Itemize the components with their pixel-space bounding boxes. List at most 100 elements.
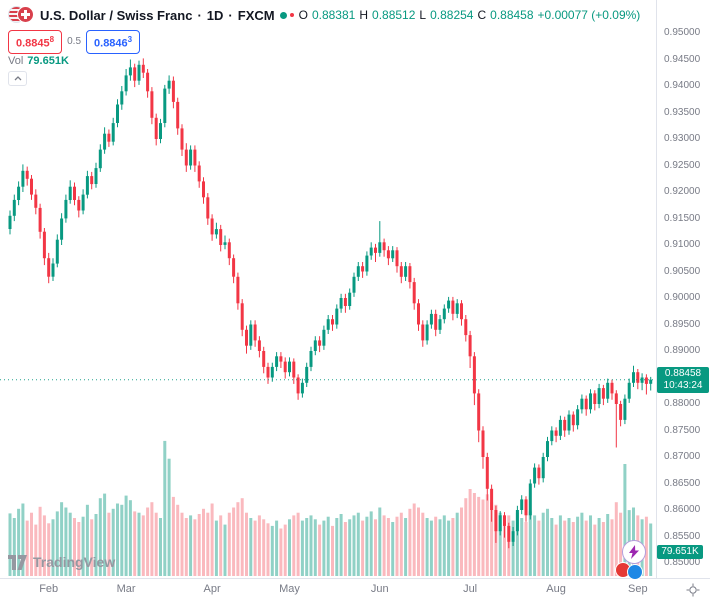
emoji-reactions-button[interactable] xyxy=(615,562,655,580)
candle-body xyxy=(563,419,567,431)
volume-bar xyxy=(528,511,532,576)
volume-bar xyxy=(339,514,343,576)
volume-bar xyxy=(554,524,558,576)
volume-bar xyxy=(55,511,59,576)
volume-bar xyxy=(348,519,352,576)
market-status-green-dot-icon[interactable] xyxy=(279,11,287,19)
volume-bar xyxy=(597,518,601,576)
candle-body xyxy=(636,372,640,383)
buy-price-fraction: 3 xyxy=(127,35,133,44)
volume-bar xyxy=(468,489,472,576)
price-axis-label: 0.88000 xyxy=(664,398,701,409)
volume-bar xyxy=(47,523,51,576)
candle-body xyxy=(283,361,287,373)
candle-body xyxy=(25,170,29,179)
time-axis[interactable]: Feb Mar Apr May Jun Jul Aug Sep xyxy=(0,578,710,601)
price-axis-label: 0.93000 xyxy=(664,133,701,144)
candle-body xyxy=(296,377,300,394)
candle-body xyxy=(477,393,481,431)
candle-body xyxy=(494,510,498,532)
volume-bar xyxy=(644,516,648,576)
candle-body xyxy=(640,377,644,383)
candle-body xyxy=(240,303,244,330)
volume-axis-badge: 79.651K xyxy=(657,545,703,559)
price-axis-label: 0.92000 xyxy=(664,186,701,197)
candle-body xyxy=(318,340,322,346)
volume-bar xyxy=(8,513,12,576)
volume-bar xyxy=(25,520,29,576)
candle-body xyxy=(601,388,605,399)
time-axis-label: Aug xyxy=(546,583,566,595)
candle-body xyxy=(326,319,330,330)
volume-bar xyxy=(571,522,575,576)
volume-bar xyxy=(51,519,55,576)
crosshair-settings-icon[interactable] xyxy=(686,583,700,597)
candle-body xyxy=(12,199,16,216)
candle-body xyxy=(395,250,399,267)
candle-body xyxy=(546,441,549,457)
low-value: 0.88254 xyxy=(430,8,474,22)
volume-bar xyxy=(408,508,412,576)
candle-body xyxy=(305,366,309,383)
bar-countdown: 10:43:24 xyxy=(663,379,703,391)
candle-body xyxy=(429,313,433,325)
price-axis-label: 0.93500 xyxy=(664,106,701,118)
candle-body xyxy=(649,379,653,384)
sell-button[interactable]: 0.88458 xyxy=(8,30,63,54)
candle-body xyxy=(447,300,451,309)
volume-bar xyxy=(563,520,567,576)
volume-bar xyxy=(623,464,627,576)
buy-button[interactable]: 0.88463 xyxy=(86,30,141,54)
volume-bar xyxy=(81,516,85,576)
volume-bar xyxy=(412,503,416,576)
collapse-legend-button[interactable] xyxy=(8,71,27,86)
volume-bar xyxy=(227,512,231,576)
candle-body xyxy=(193,149,197,166)
volume-bar xyxy=(73,518,76,576)
interval-button[interactable]: 1D xyxy=(206,7,224,23)
sell-price: 0.8845 xyxy=(16,37,50,50)
volume-bar xyxy=(107,512,111,576)
volume-bar xyxy=(472,493,476,576)
candle-body xyxy=(515,510,519,532)
price-axis-label: 0.85500 xyxy=(664,530,701,542)
volume-bar xyxy=(34,524,38,576)
volume-bar xyxy=(232,507,236,576)
volume-bar xyxy=(593,524,597,576)
candle-body xyxy=(146,72,150,92)
price-axis-label: 0.90000 xyxy=(664,292,701,303)
candle-body xyxy=(77,199,81,211)
candle-body xyxy=(632,372,635,383)
candle-body xyxy=(610,382,614,394)
candle-body xyxy=(94,168,98,184)
candle-body xyxy=(232,258,236,277)
candle-body xyxy=(34,194,38,208)
candle-body xyxy=(614,393,618,404)
symbol-title[interactable]: U.S. Dollar / Swiss Franc xyxy=(40,7,193,23)
exchange-label[interactable]: FXCM xyxy=(237,7,275,23)
candle-body xyxy=(154,117,158,139)
volume-bar xyxy=(94,514,98,576)
candle-body xyxy=(404,266,408,277)
boost-button[interactable] xyxy=(622,540,646,564)
volume-bar xyxy=(550,518,554,576)
high-label: H xyxy=(359,8,369,22)
candle-body xyxy=(550,430,554,442)
tradingview-watermark[interactable]: TradingView xyxy=(8,554,115,570)
volume-bar xyxy=(42,515,46,576)
candle-body xyxy=(47,258,51,277)
candle-body xyxy=(98,149,102,169)
candle-body xyxy=(8,215,12,229)
candle-body xyxy=(434,313,438,330)
candle-body xyxy=(227,242,231,259)
candle-body xyxy=(503,515,506,526)
high-value: 0.88512 xyxy=(372,8,416,22)
candle-body xyxy=(137,64,141,81)
volume-bar xyxy=(382,515,386,576)
spread-value: 0.5 xyxy=(67,36,82,48)
price-axis[interactable]: 0.95000 0.94500 0.94000 0.93500 0.93000 0.925… xyxy=(656,0,710,578)
volume-bar xyxy=(219,515,223,576)
volume-bar xyxy=(159,518,162,576)
